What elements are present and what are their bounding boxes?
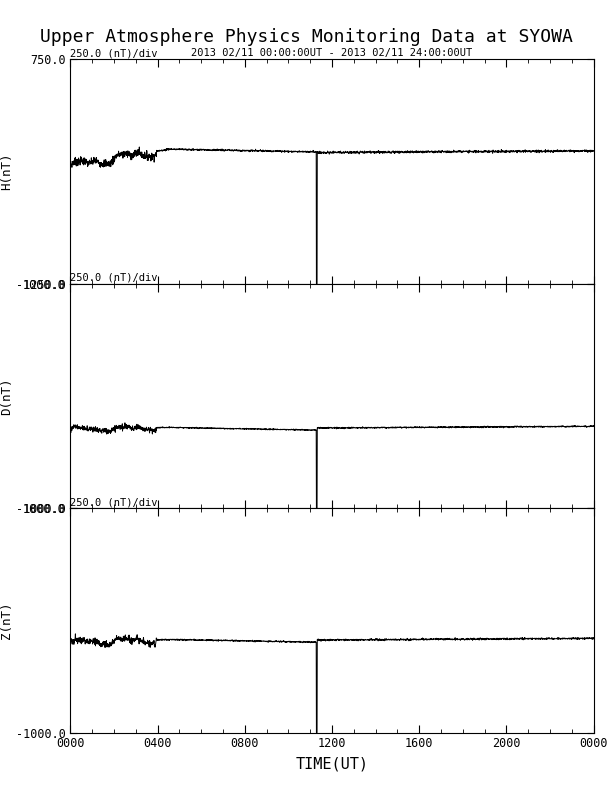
Text: 250.0 (nT)/div: 250.0 (nT)/div xyxy=(70,48,158,59)
X-axis label: TIME(UT): TIME(UT) xyxy=(296,756,368,771)
Y-axis label: H(nT): H(nT) xyxy=(0,153,13,190)
Text: Upper Atmosphere Physics Monitoring Data at SYOWA: Upper Atmosphere Physics Monitoring Data… xyxy=(40,28,572,46)
Text: 250.0 (nT)/div: 250.0 (nT)/div xyxy=(70,497,158,507)
Y-axis label: D(nT): D(nT) xyxy=(0,377,13,415)
Text: 2013 02/11 00:00:00UT - 2013 02/11 24:00:00UT: 2013 02/11 00:00:00UT - 2013 02/11 24:00… xyxy=(192,48,472,59)
Y-axis label: Z(nT): Z(nT) xyxy=(0,602,13,639)
Text: 250.0 (nT)/div: 250.0 (nT)/div xyxy=(70,272,158,283)
